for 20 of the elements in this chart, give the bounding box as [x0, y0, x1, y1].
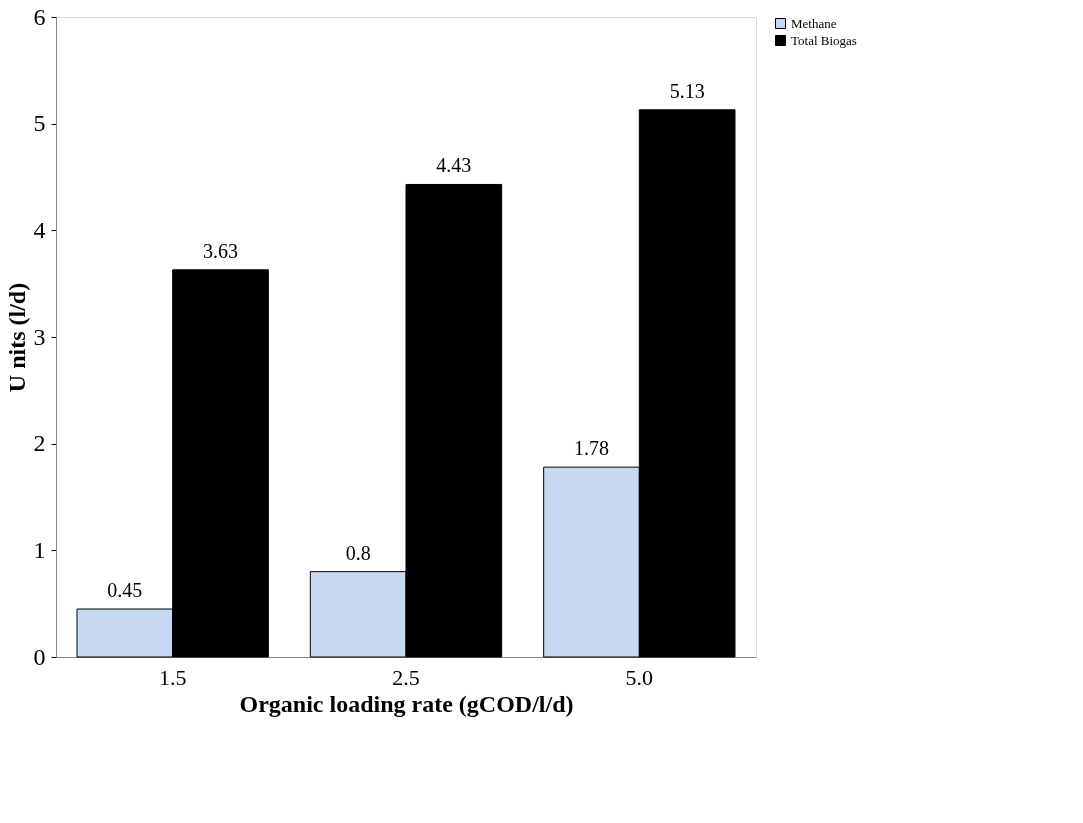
x-tick-label: 2.5	[392, 664, 420, 690]
y-tick-label: 5	[33, 110, 46, 137]
data-label: 0.8	[345, 541, 371, 564]
legend-label: Total Biogas	[791, 32, 857, 48]
data-label: 3.63	[203, 239, 238, 262]
x-tick-label: 1.5	[158, 664, 187, 690]
data-label: 1.78	[574, 437, 609, 460]
y-tick-label: 4	[33, 216, 46, 243]
y-tick-label: 6	[33, 3, 46, 30]
data-label: 5.13	[669, 79, 705, 102]
y-tick-label: 1	[33, 536, 46, 563]
data-label: 4.43	[436, 154, 472, 177]
y-tick-label: 2	[33, 430, 46, 457]
x-axis-title: Organic loading rate (gCOD/l/d)	[239, 690, 574, 717]
y-axis-title: U nits (l/d)	[3, 282, 30, 393]
legend-label: Methane	[791, 15, 837, 31]
x-tick-label: 5.0	[625, 664, 654, 690]
data-label: 0.45	[107, 579, 143, 601]
y-tick-label: 3	[33, 323, 46, 350]
y-tick-label: 0	[33, 643, 46, 670]
